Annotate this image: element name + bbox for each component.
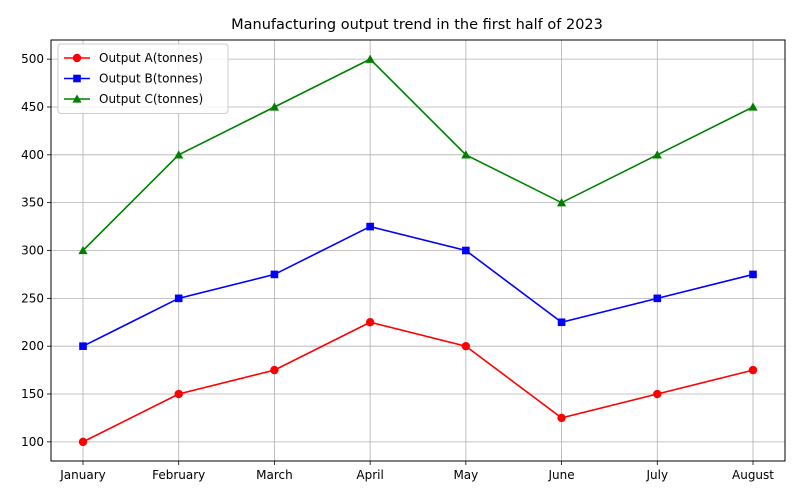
series-3 [78,54,758,255]
triangle-marker [269,102,280,111]
series-line [82,225,754,347]
y-tick-label: 500 [21,52,44,66]
triangle-marker [72,94,82,103]
legend-box [57,43,229,114]
circle-marker [748,365,758,375]
x-tick-label: August [732,468,774,482]
y-tick-label: 450 [21,100,44,114]
legend-item: Output B(tonnes) [64,72,203,86]
chart-title: Manufacturing output trend in the first … [231,17,603,33]
y-tick-label: 400 [21,148,44,162]
square-marker [270,270,279,279]
circle-marker [461,341,471,351]
square-marker [749,270,757,279]
square-marker [653,294,662,303]
triangle-marker [365,54,375,63]
grid-lines [51,40,785,461]
square-marker [79,342,87,350]
x-tick-label: May [453,468,478,482]
square-marker [73,74,81,83]
series-line [82,321,754,443]
x-tick-label: April [356,468,383,482]
legend-item: Output C(tonnes) [64,92,203,106]
y-tick-label: 200 [21,339,44,353]
y-tick-label: 150 [21,387,44,401]
x-tick-label: July [645,468,668,482]
triangle-marker [748,102,758,111]
series-layer [78,54,758,447]
x-tick-label: March [256,468,293,482]
triangle-marker [461,150,471,159]
y-tick-label: 300 [21,244,44,258]
x-tick-label: January [59,468,106,482]
circle-marker [270,365,279,375]
circle-marker [653,389,662,399]
square-marker [174,294,183,303]
x-tick-label: June [548,468,575,482]
y-tick-label: 350 [21,196,44,210]
y-tick-label: 100 [21,435,44,449]
triangle-marker [556,198,567,207]
circle-marker [174,389,183,399]
triangle-marker [174,150,184,159]
legend-label: Output C(tonnes) [99,92,203,106]
circle-marker [365,318,375,327]
legend-label: Output A(tonnes) [99,51,203,65]
legend-label: Output B(tonnes) [99,72,203,86]
legend-item: Output A(tonnes) [64,51,203,65]
series-2 [79,222,757,350]
series-line [82,58,754,252]
square-marker [366,222,374,231]
circle-marker [72,53,82,63]
series-1 [78,318,758,447]
y-tick-label: 250 [21,291,44,305]
square-marker [557,318,566,327]
circle-marker [78,437,88,447]
legend: Output A(tonnes) Output B(tonnes) Output C… [57,43,229,114]
circle-marker [557,413,566,423]
axes: January February March April May June July Augu… [21,52,774,482]
triangle-marker [78,245,88,255]
square-marker [462,246,470,255]
triangle-marker [652,150,662,159]
x-tick-label: February [152,468,205,482]
